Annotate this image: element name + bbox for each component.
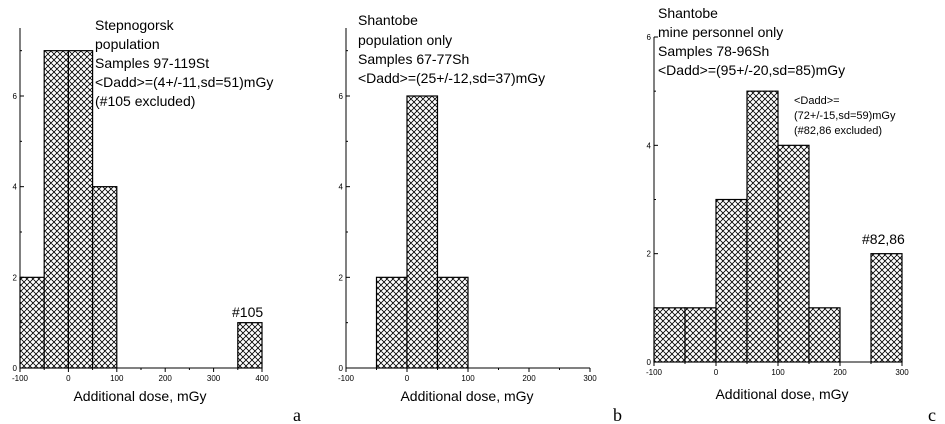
- x-tick-label-a: 0: [66, 374, 71, 383]
- annotation-c-line4: <Dadd>=(95+/-20,sd=85)mGy: [658, 62, 845, 78]
- x-tick-label-c: 300: [895, 368, 909, 377]
- x-tick-label-c: 200: [833, 368, 847, 377]
- annotation-a-line1: Stepnogorsk: [95, 17, 175, 33]
- panel-letter-c: c: [928, 405, 936, 424]
- x-tick-label-b: 200: [522, 374, 536, 383]
- histogram-bar-b-1: [406, 95, 439, 369]
- bars-a: [19, 50, 263, 369]
- annotation-c-line2: mine personnel only: [658, 24, 783, 40]
- annotation-b-line1: Shantobe: [358, 12, 418, 28]
- x-tick-label-a: 100: [110, 374, 124, 383]
- annotation-b-line2: population only: [358, 32, 452, 48]
- histogram-bar-c-3: [746, 90, 779, 363]
- x-tick-label-b: 300: [583, 374, 597, 383]
- x-tick-label-c: -100: [646, 368, 663, 377]
- histogram-bar-c-5: [808, 307, 841, 363]
- annotation-a-line3: Samples 97-119St: [95, 55, 209, 71]
- histogram-bar-a-1: [43, 50, 70, 369]
- histogram-bar-b-2: [436, 276, 469, 369]
- histogram-bar-a-4: [237, 322, 263, 369]
- x-tick-label-c: 0: [714, 368, 719, 377]
- histogram-bar-c-4: [777, 144, 810, 363]
- histogram-bar-c-0: [653, 307, 686, 363]
- histogram-bar-b-0: [375, 276, 408, 369]
- x-axis-label-a: Additional dose, mGy: [73, 388, 206, 404]
- annotation-c-small1: <Dadd>=: [794, 95, 840, 107]
- histogram-bar-a-3: [91, 186, 118, 369]
- x-tick-label-c: 100: [771, 368, 785, 377]
- x-tick-label-b: 0: [405, 374, 410, 383]
- y-tick-label-c: 0: [647, 358, 652, 367]
- y-tick-label-a: 0: [13, 364, 18, 373]
- y-tick-label-b: 4: [339, 183, 344, 192]
- x-tick-label-b: 100: [461, 374, 475, 383]
- x-tick-label-a: 200: [159, 374, 173, 383]
- y-tick-label-a: 6: [13, 92, 18, 101]
- annotation-a-label-105: #105: [232, 304, 263, 320]
- x-tick-label-a: 400: [255, 374, 269, 383]
- annotation-c-line1: Shantobe: [658, 5, 718, 21]
- histogram-bar-c-2: [715, 198, 748, 363]
- x-tick-label-a: -100: [12, 374, 29, 383]
- y-tick-label-a: 4: [13, 183, 18, 192]
- annotation-b-line4: <Dadd>=(25+/-12,sd=37)mGy: [358, 70, 545, 86]
- annotation-a-line5: (#105 excluded): [95, 93, 195, 109]
- y-tick-label-b: 0: [339, 364, 344, 373]
- histogram-bar-c-6: [870, 253, 903, 363]
- panel-letter-a: a: [293, 405, 301, 424]
- histogram-bar-c-1: [684, 307, 717, 363]
- histogram-bar-a-2: [67, 50, 94, 369]
- annotation-b-line3: Samples 67-77Sh: [358, 51, 469, 67]
- annotation-c-line3: Samples 78-96Sh: [658, 43, 769, 59]
- bars-b: [375, 95, 469, 369]
- y-tick-label-c: 2: [647, 250, 652, 259]
- annotation-a-line2: population: [95, 36, 160, 52]
- annotation-c-small3: (#82,86 excluded): [794, 125, 882, 137]
- histogram-bar-a-0: [19, 276, 45, 369]
- y-tick-label-c: 6: [647, 33, 652, 42]
- y-tick-label-b: 6: [339, 92, 344, 101]
- bars-c: [653, 90, 903, 363]
- x-tick-label-a: 300: [207, 374, 221, 383]
- x-axis-label-b: Additional dose, mGy: [400, 388, 533, 404]
- y-tick-label-b: 2: [339, 273, 344, 282]
- annotation-a-line4: <Dadd>=(4+/-11,sd=51)mGy: [95, 74, 273, 90]
- x-tick-label-b: -100: [338, 374, 355, 383]
- x-axis-label-c: Additional dose, mGy: [715, 386, 848, 402]
- annotation-c-small2: (72+/-15,sd=59)mGy: [794, 110, 896, 122]
- y-tick-label-c: 4: [647, 141, 652, 150]
- y-tick-label-a: 2: [13, 273, 18, 282]
- annotation-c-label-82-86: #82,86: [862, 231, 905, 247]
- panel-letter-b: b: [613, 405, 622, 424]
